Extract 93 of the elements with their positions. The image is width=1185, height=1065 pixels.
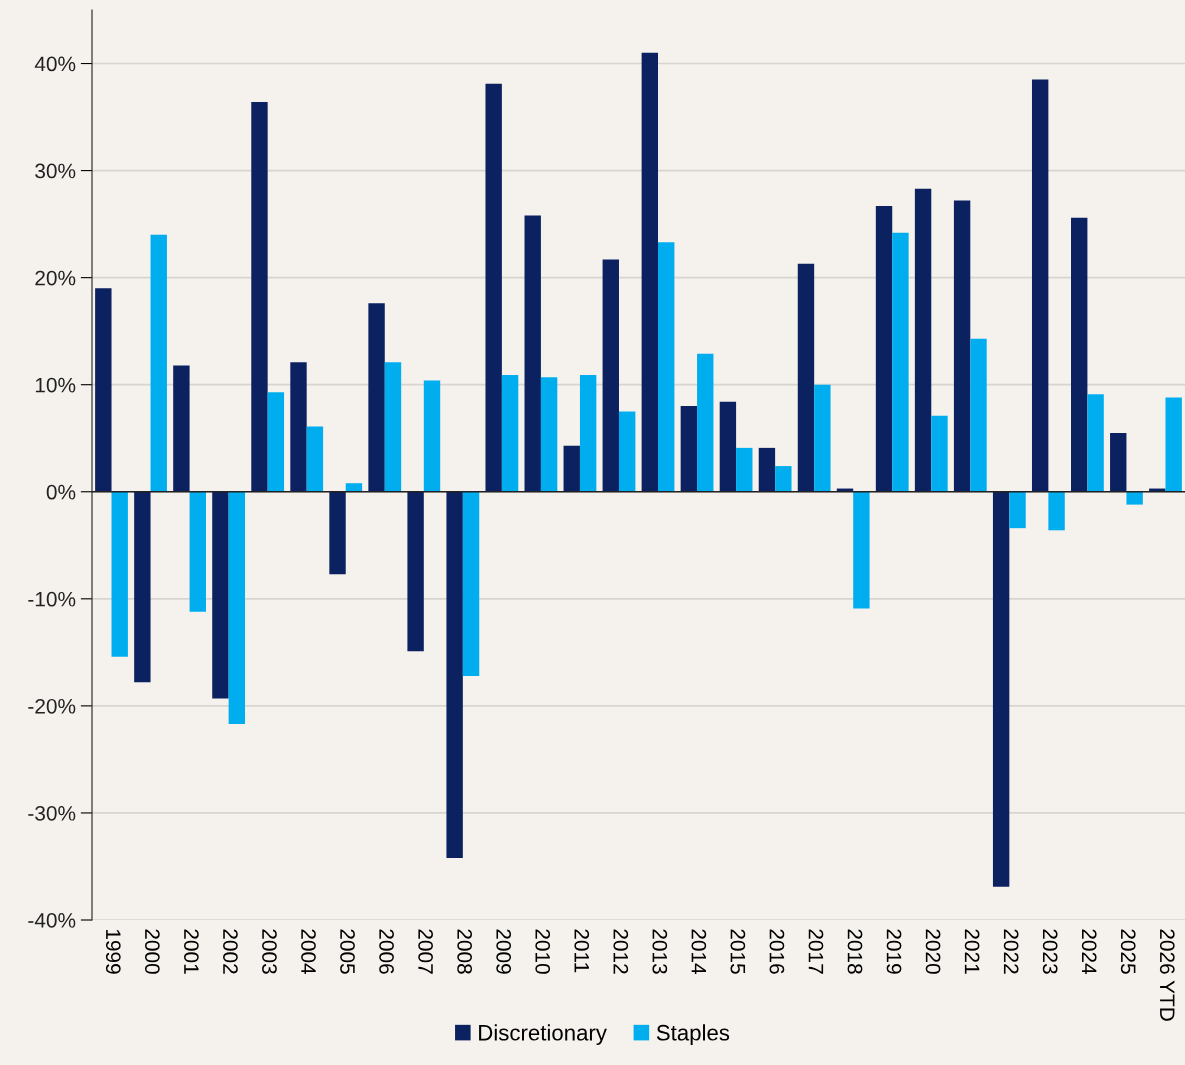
y-tick-label: 20% — [35, 270, 76, 286]
x-tick-label: 1999 — [105, 929, 121, 974]
bar — [641, 52, 659, 492]
x-tick-label: 2016 — [769, 929, 785, 974]
x-tick-label: 2015 — [730, 929, 746, 974]
bar — [407, 491, 424, 652]
bar — [189, 491, 206, 612]
x-tick-label: 2022 — [1003, 929, 1019, 974]
x-tick-label: 2018 — [847, 929, 863, 974]
bar — [618, 411, 636, 492]
x-tick-label: 2002 — [223, 929, 238, 974]
bar — [697, 353, 714, 492]
bar — [501, 375, 519, 492]
y-tick-label: 40% — [34, 56, 76, 72]
x-tick-label: 2008 — [457, 929, 472, 974]
bar — [875, 205, 893, 492]
x-tick-label: 2003 — [262, 929, 277, 974]
y-tick-label: 0% — [46, 484, 76, 500]
x-tick-label: 2024 — [1081, 929, 1097, 975]
x-tick-label: 2013 — [652, 929, 668, 974]
bar — [524, 215, 541, 492]
bar — [563, 445, 580, 492]
bar — [212, 491, 229, 699]
bar — [914, 188, 932, 492]
bar — [758, 447, 776, 492]
x-tick-label: 2021 — [964, 929, 980, 974]
bar — [368, 303, 385, 492]
x-tick-label: 2023 — [1042, 929, 1058, 974]
bar — [150, 234, 167, 492]
bar — [267, 392, 285, 492]
legend-label: Staples — [656, 1024, 730, 1045]
x-tick-label: 2006 — [379, 929, 394, 974]
bar — [658, 242, 675, 492]
x-tick-label: 2017 — [808, 929, 824, 974]
bar — [485, 83, 502, 492]
bar — [95, 288, 112, 492]
x-tick-label: 2001 — [184, 929, 199, 974]
bar — [736, 447, 753, 492]
bar — [814, 384, 831, 492]
x-tick-label: 2005 — [340, 929, 355, 974]
bar — [540, 377, 558, 492]
bar — [853, 491, 870, 609]
bar — [892, 232, 909, 492]
x-tick-label: 2004 — [301, 929, 316, 975]
bar — [251, 102, 268, 492]
bar — [797, 263, 815, 492]
bar — [134, 491, 151, 683]
bar — [345, 483, 363, 492]
bar — [1126, 491, 1143, 505]
bar — [423, 380, 441, 492]
y-tick-label: -40% — [28, 913, 76, 928]
bar — [970, 338, 987, 492]
y-tick-label: -10% — [28, 591, 76, 607]
bar — [228, 491, 246, 725]
bar — [111, 491, 128, 657]
x-tick-label: 2007 — [418, 929, 433, 974]
bar — [173, 365, 190, 492]
x-tick-label: 2010 — [535, 929, 551, 974]
bar — [680, 406, 698, 492]
bar — [306, 426, 324, 492]
bar — [1071, 217, 1088, 492]
bar — [1031, 79, 1049, 492]
y-tick-label: 10% — [35, 377, 76, 393]
bar — [290, 362, 307, 492]
bar — [602, 259, 619, 492]
x-tick-label: 2012 — [613, 929, 629, 974]
bar — [992, 491, 1010, 887]
bar — [1165, 397, 1182, 492]
bar — [931, 415, 948, 492]
bar — [1087, 394, 1104, 492]
y-tick-label: -30% — [28, 805, 76, 821]
x-tick-label: 2009 — [496, 929, 512, 974]
bar — [719, 401, 737, 492]
bar — [384, 362, 402, 492]
bar — [579, 375, 597, 492]
x-tick-label: 2014 — [691, 929, 707, 975]
y-tick-label: -20% — [28, 698, 76, 714]
x-tick-label: 2026 YTD — [1159, 929, 1175, 1021]
bar — [329, 491, 346, 575]
bar — [775, 466, 792, 492]
bar — [1009, 491, 1026, 529]
x-tick-label: 2011 — [574, 929, 590, 973]
y-tick-label: 30% — [35, 163, 76, 179]
x-tick-label: 2019 — [886, 929, 902, 974]
x-tick-label: 2025 — [1120, 929, 1136, 974]
x-tick-label: 2000 — [144, 929, 160, 974]
legend-label: Discretionary — [479, 1024, 607, 1045]
bar — [446, 491, 463, 858]
bar — [462, 491, 480, 676]
bar — [953, 200, 971, 492]
x-tick-label: 2020 — [925, 929, 941, 974]
bar — [1110, 432, 1127, 492]
bar — [1048, 491, 1065, 531]
